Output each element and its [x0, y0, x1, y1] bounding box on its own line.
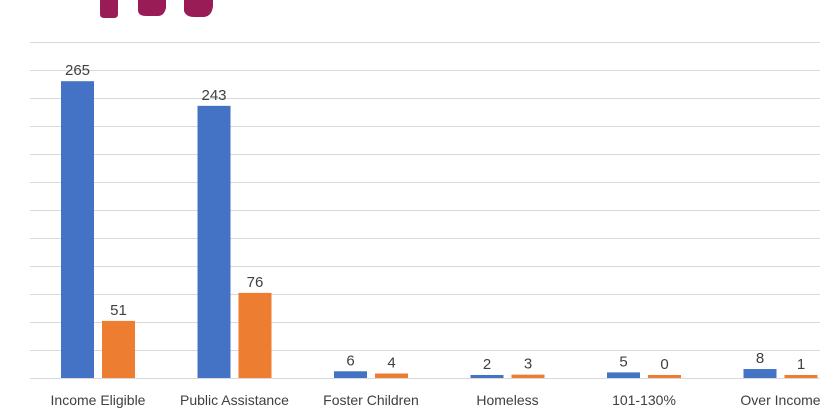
bar-series-1-income-eligible [61, 81, 94, 378]
data-label: 1 [797, 356, 805, 373]
data-label: 4 [387, 355, 395, 372]
x-tick-label: Public Assistance [180, 392, 289, 408]
data-label: 0 [660, 356, 668, 373]
bar-series-2-101-130- [648, 375, 681, 378]
bar-series-2-income-eligible [102, 320, 135, 378]
bars [61, 81, 818, 378]
data-label: 76 [247, 274, 264, 291]
data-label: 2 [483, 356, 491, 373]
x-tick-label: Homeless [476, 392, 538, 408]
bar-series-1-homeless [470, 375, 504, 378]
x-tick-label: Income Eligible [51, 392, 146, 408]
bar-series-2-over-income [784, 375, 818, 378]
data-label: 265 [65, 62, 90, 79]
x-tick-label: Over Income [740, 392, 820, 408]
bar-series-1-foster-children [334, 371, 367, 378]
bar-series-1-101-130- [607, 372, 640, 378]
title-fragment [100, 0, 213, 18]
bar-series-1-public-assistance [197, 105, 231, 378]
x-axis-labels: Income Eligible Public Assistance Foster C… [51, 392, 820, 408]
data-label: 6 [346, 352, 354, 369]
data-label: 8 [756, 350, 764, 367]
x-tick-label: Foster Children [323, 392, 419, 408]
data-label: 51 [110, 302, 127, 319]
data-label: 3 [524, 356, 532, 373]
gridlines [30, 42, 820, 379]
x-tick-label: 101-130% [612, 392, 676, 408]
data-label: 5 [619, 353, 627, 370]
bar-series-1-over-income [743, 369, 777, 378]
bar-series-2-foster-children [375, 373, 408, 378]
data-label: 243 [201, 87, 226, 104]
bar-series-2-homeless [511, 374, 545, 378]
data-labels: 265 51 243 76 6 4 2 3 5 0 8 1 [65, 62, 805, 373]
bar-series-2-public-assistance [238, 292, 272, 378]
